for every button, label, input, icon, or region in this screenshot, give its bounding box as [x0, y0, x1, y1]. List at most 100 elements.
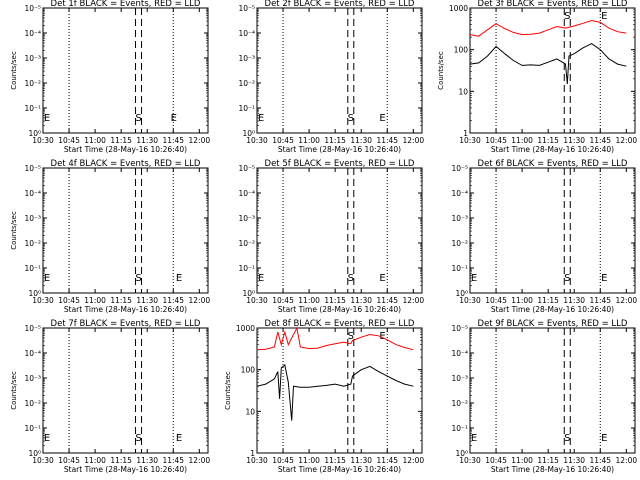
y-tick-label: 10⁻¹ [238, 104, 255, 113]
y-tick-label: 10⁻³ [238, 214, 255, 223]
y-tick-label: 10⁻³ [238, 54, 255, 63]
y-tick-label: 10⁻² [451, 399, 468, 408]
x-tick-label: 11:30 [563, 296, 585, 305]
x-tick-label: 10:45 [58, 296, 80, 305]
y-tick-label: 10⁰ [28, 289, 41, 298]
marker-s: S [135, 433, 141, 444]
chart-panel-7: Det 7f BLACK = Events, RED = LLD 10⁰ 10⁻¹ 1… [10, 319, 210, 474]
y-tick-label: 10⁻⁵ [451, 324, 468, 333]
y-tick-label: 10 [458, 87, 468, 96]
x-tick-label: 10:30 [32, 136, 54, 145]
marker-s: S [348, 273, 354, 284]
marker-e: E [44, 113, 50, 124]
x-axis-label: Start Time (28-May-16 10:26:40) [491, 305, 614, 314]
y-tick-label: 1000 [449, 4, 468, 13]
y-tick-label: 10⁻³ [24, 54, 41, 63]
marker-e: E [176, 273, 182, 284]
panel-title: Det 6f BLACK = Events, RED = LLD [478, 159, 628, 169]
x-tick-label: 11:00 [298, 136, 320, 145]
x-tick-label: 11:15 [537, 136, 559, 145]
chart-panel-5: Det 5f BLACK = Events, RED = LLD 10⁰ 10⁻¹ 1… [238, 159, 424, 314]
y-tick-label: 10⁻⁵ [24, 324, 41, 333]
y-tick-label: 10⁰ [28, 129, 41, 138]
plot-frame [42, 7, 209, 134]
marker-e: E [471, 433, 477, 444]
x-tick-label: 10:30 [246, 296, 268, 305]
x-tick-label: 10:45 [272, 296, 294, 305]
x-tick-label: 10:45 [485, 456, 507, 465]
plot-frame [42, 327, 209, 454]
y-tick-label: 10⁻³ [451, 374, 468, 383]
x-tick-label: 11:45 [376, 296, 398, 305]
chart-panel-1: Det 1f BLACK = Events, RED = LLD 10⁰ 10⁻¹ 1… [10, 0, 210, 154]
x-tick-label: 11:15 [324, 136, 346, 145]
x-tick-label: 11:15 [537, 296, 559, 305]
marker-s: S [348, 113, 354, 124]
marker-s: S [135, 273, 141, 284]
panel-title: Det 3f BLACK = Events, RED = LLD [478, 0, 628, 9]
x-tick-label: 11:30 [563, 456, 585, 465]
x-tick-label: 11:45 [589, 296, 611, 305]
x-tick-label: 11:45 [162, 296, 184, 305]
panel-title: Det 5f BLACK = Events, RED = LLD [265, 159, 415, 169]
y-tick-label: 100 [454, 46, 469, 55]
x-tick-label: 11:15 [324, 296, 346, 305]
x-tick-label: 12:00 [403, 136, 425, 145]
y-tick-label: 10⁻² [24, 79, 41, 88]
x-tick-label: 11:45 [589, 136, 611, 145]
y-axis-label: Counts/sec [10, 211, 18, 250]
x-tick-label: 11:15 [537, 456, 559, 465]
chart-panel-9: Det 9f BLACK = Events, RED = LLD 10⁰ 10⁻¹ 1… [451, 319, 637, 474]
x-axis-label: Start Time (28-May-16 10:26:40) [278, 305, 401, 314]
series-line-1 [469, 19, 627, 37]
y-tick-label: 10⁻⁵ [238, 164, 255, 173]
x-tick-label: 11:30 [350, 456, 372, 465]
marker-e: E [379, 273, 385, 284]
plot-frame [469, 7, 636, 134]
x-tick-label: 11:00 [511, 296, 533, 305]
x-tick-label: 10:30 [246, 456, 268, 465]
x-tick-label: 11:00 [511, 136, 533, 145]
x-tick-label: 11:00 [511, 456, 533, 465]
y-tick-label: 10⁰ [455, 449, 468, 458]
y-tick-label: 10⁻⁴ [238, 29, 255, 38]
x-tick-label: 11:30 [136, 456, 158, 465]
y-tick-label: 10⁰ [242, 129, 255, 138]
marker-e: E [601, 11, 607, 22]
x-tick-label: 11:30 [136, 296, 158, 305]
y-tick-label: 10⁰ [242, 289, 255, 298]
x-tick-label: 10:30 [459, 136, 481, 145]
x-tick-label: 11:00 [298, 296, 320, 305]
panel-title: Det 8f BLACK = Events, RED = LLD [265, 319, 415, 329]
y-tick-label: 10⁻⁴ [451, 349, 468, 358]
x-axis-label: Start Time (28-May-16 10:26:40) [278, 145, 401, 154]
y-tick-label: 10⁻³ [24, 214, 41, 223]
y-axis-label: Counts/sec [10, 51, 18, 90]
x-axis-label: Start Time (28-May-16 10:26:40) [64, 145, 187, 154]
y-tick-label: 10⁻² [238, 79, 255, 88]
x-tick-label: 12:00 [403, 296, 425, 305]
x-tick-label: 12:00 [616, 296, 638, 305]
chart-panel-6: Det 6f BLACK = Events, RED = LLD 10⁰ 10⁻¹ 1… [451, 159, 637, 314]
x-tick-label: 10:30 [459, 456, 481, 465]
y-axis-label: Counts/sec [437, 51, 445, 90]
marker-e: E [176, 433, 182, 444]
panel-title: Det 9f BLACK = Events, RED = LLD [478, 319, 628, 329]
y-tick-label: 10⁻¹ [24, 104, 41, 113]
panel-title: Det 1f BLACK = Events, RED = LLD [51, 0, 201, 9]
marker-e: E [379, 331, 385, 342]
x-tick-label: 10:30 [459, 296, 481, 305]
marker-s: S [564, 11, 570, 22]
y-tick-label: 1 [250, 449, 255, 458]
marker-e: E [258, 273, 264, 284]
x-tick-label: 11:45 [376, 136, 398, 145]
x-tick-label: 10:45 [485, 136, 507, 145]
y-tick-label: 10⁻⁴ [238, 189, 255, 198]
y-tick-label: 10⁻² [24, 239, 41, 248]
marker-e: E [44, 433, 50, 444]
x-tick-label: 11:15 [110, 456, 132, 465]
marker-s: S [564, 433, 570, 444]
x-tick-label: 11:00 [84, 296, 106, 305]
y-tick-label: 10⁻³ [24, 374, 41, 383]
x-tick-label: 10:45 [272, 456, 294, 465]
